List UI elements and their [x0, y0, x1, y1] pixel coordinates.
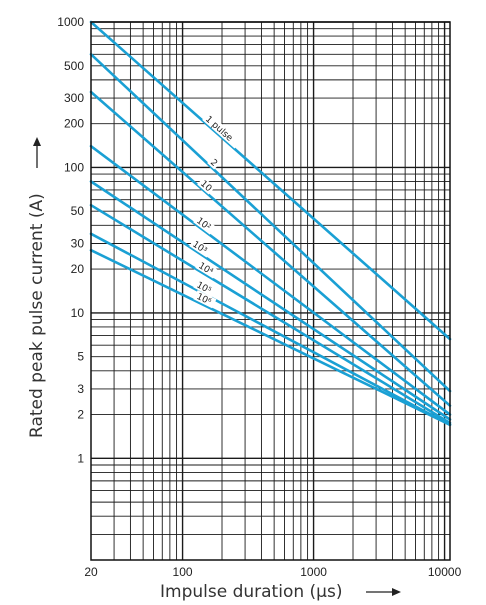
- y-tick-label: 1000: [57, 15, 84, 29]
- x-tick-label: 20: [84, 565, 98, 579]
- series-group: [89, 20, 452, 427]
- curve-label-bg: [193, 290, 217, 309]
- plot-frame: [90, 21, 451, 561]
- series-line-4: [89, 144, 452, 416]
- series-line-8: [89, 248, 452, 427]
- x-axis-title: Impulse duration (μs): [160, 582, 342, 602]
- y-tick-label: 500: [64, 59, 84, 73]
- y-axis-title: Rated peak pulse current (A): [27, 193, 47, 438]
- y-tick-label: 10: [71, 306, 85, 320]
- y-tick-label: 3: [77, 382, 84, 396]
- curve-label-bg: [207, 155, 222, 170]
- y-axis-arrow: [33, 137, 41, 168]
- series-line-2: [89, 52, 452, 393]
- curve-label-bg: [189, 237, 213, 258]
- grid: [90, 21, 450, 561]
- y-tick-labels: 1000 500 300 200 100 50 30 20 10 5 3 2 1: [57, 15, 84, 465]
- series-line-7: [89, 232, 452, 427]
- curve-label-bg: [202, 112, 242, 149]
- curve-label-bg: [195, 259, 219, 279]
- x-tick-labels: 20 100 1000 10000: [84, 565, 461, 579]
- y-tick-label: 1: [77, 451, 84, 465]
- y-tick-label: 50: [71, 204, 85, 218]
- curve-label-bg: [197, 176, 216, 195]
- y-tick-label: 20: [71, 262, 85, 276]
- x-tick-label: 10000: [428, 565, 462, 579]
- y-tick-label: 5: [77, 350, 84, 364]
- y-tick-label: 30: [71, 236, 85, 250]
- x-axis-arrow: [366, 588, 401, 596]
- y-tick-label: 100: [64, 160, 84, 174]
- x-tick-label: 1000: [300, 565, 327, 579]
- series-line-6: [89, 203, 452, 425]
- y-tick-label: 200: [64, 117, 84, 131]
- series-line-5: [89, 180, 452, 421]
- curve-label: 2: [208, 158, 219, 169]
- y-tick-label: 300: [64, 91, 84, 105]
- y-tick-label: 2: [77, 408, 84, 422]
- series-line-1: [89, 20, 452, 341]
- series-line-3: [89, 90, 452, 408]
- x-tick-label: 100: [173, 565, 193, 579]
- curve-label-bg: [193, 278, 217, 298]
- curve-label-bg: [193, 214, 216, 235]
